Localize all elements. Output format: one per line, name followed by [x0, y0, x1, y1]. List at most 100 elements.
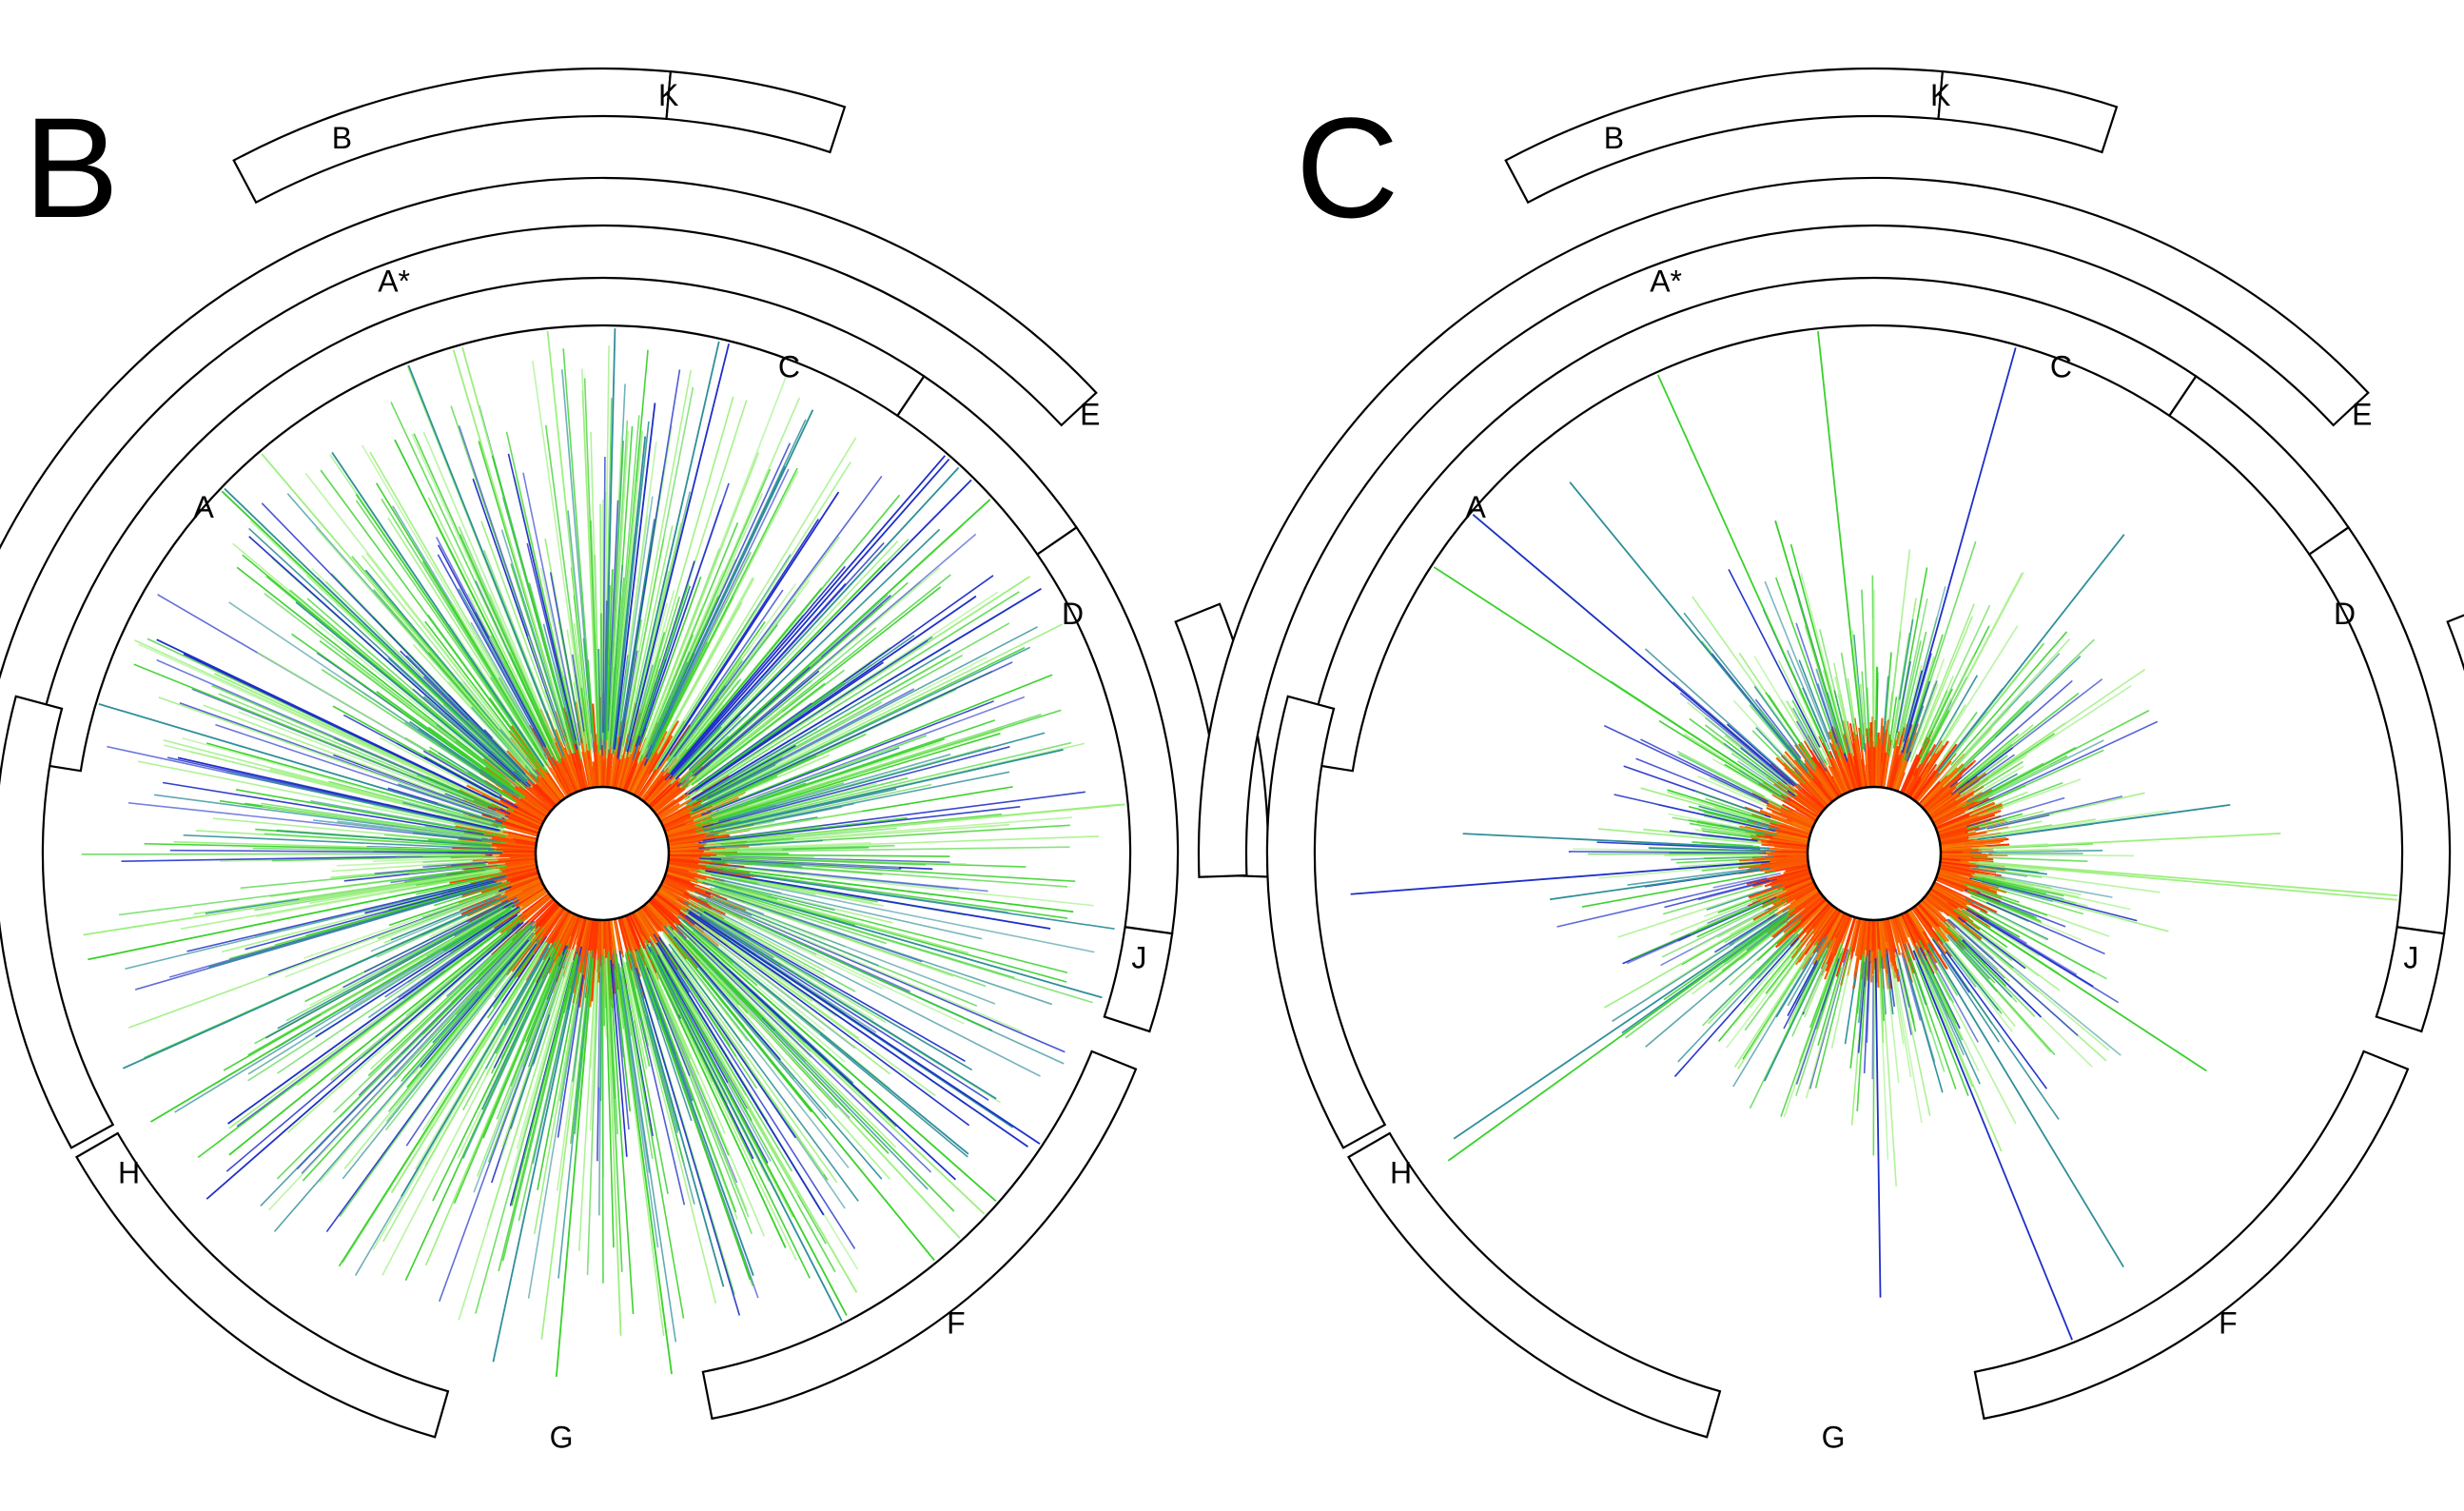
ray-mid	[604, 963, 615, 1248]
ray-mid	[620, 965, 685, 1319]
ray-mid	[1900, 967, 1915, 1024]
ray-core	[1804, 908, 1838, 955]
ray-mid	[319, 639, 515, 788]
ray-mid	[516, 947, 577, 1149]
ray-mid	[627, 951, 685, 1164]
ray-core	[1882, 919, 1888, 942]
segment-label-c: C	[778, 349, 800, 383]
ray-mid	[700, 871, 873, 904]
ray-mid	[627, 525, 674, 735]
segment-label-f: F	[947, 1306, 966, 1341]
ray-mid	[701, 701, 883, 801]
ray-mid	[609, 597, 622, 741]
ray-mid	[1939, 939, 1977, 988]
ray-mid	[423, 756, 518, 809]
ray-mid	[1712, 758, 1784, 801]
ray-core	[532, 785, 556, 809]
ray-mid	[699, 896, 989, 1030]
ray-core	[664, 822, 686, 833]
ray-mid	[1976, 892, 2066, 928]
ray-mid	[556, 666, 577, 745]
ray-mid	[507, 453, 577, 741]
segment-label-j: J	[2403, 941, 2418, 975]
ray-mid	[1568, 851, 1767, 854]
ray-mid	[1879, 975, 1885, 1033]
ray-mid	[471, 706, 522, 763]
ray-mid	[1947, 949, 2013, 1033]
ray-mid	[1697, 878, 1777, 901]
ray-mid	[1859, 683, 1867, 744]
ray-mid	[677, 541, 885, 770]
ray-long	[390, 941, 548, 1194]
ray-mid	[1800, 572, 1845, 736]
ray-mid	[1985, 901, 2105, 955]
ray-mid	[664, 689, 724, 768]
ray-mid	[693, 925, 826, 1031]
ray-mid	[380, 736, 500, 801]
ray-mid	[706, 623, 1064, 802]
ray-mid	[1711, 736, 1789, 792]
ray-mid	[1617, 890, 1760, 938]
ray-mid	[1973, 733, 2056, 788]
ray-mid	[701, 700, 994, 816]
ray-mid	[1956, 700, 2029, 773]
ray-long	[213, 673, 508, 811]
ray-core	[1764, 863, 1809, 874]
ray-mid	[532, 964, 578, 1164]
ray-mid	[1881, 968, 1897, 1187]
ray-mid	[1894, 971, 1923, 1124]
ray-mid	[629, 971, 647, 1036]
ray-mid	[707, 879, 1068, 973]
ray-mid	[717, 732, 1046, 823]
ray-core	[1812, 761, 1839, 799]
ray-mid	[409, 865, 508, 879]
ray-core	[495, 819, 539, 835]
ray-mid	[619, 967, 654, 1159]
ray-mid	[1918, 957, 2003, 1152]
ray-core	[1886, 731, 1901, 789]
ray-mid	[286, 934, 511, 1133]
ray-mid	[688, 528, 941, 771]
ray-core	[1882, 756, 1889, 788]
center-hub-b	[534, 785, 671, 922]
ray-core	[1763, 847, 1809, 852]
ray-mid	[1909, 603, 1975, 763]
ray-mid	[373, 589, 538, 779]
ray-mid	[1664, 879, 1770, 909]
ray-core	[653, 790, 681, 813]
ray-mid	[697, 862, 1094, 907]
ray-core	[1854, 918, 1864, 956]
ray-mid	[698, 806, 1021, 844]
ray-mid	[1874, 666, 1878, 743]
ray-long	[228, 918, 522, 1156]
ray-mid	[601, 955, 604, 1284]
ray-mid	[381, 498, 548, 765]
ray-mid	[650, 952, 729, 1106]
ray-mid	[1804, 625, 1842, 744]
ray-mid	[699, 924, 936, 1097]
ray-mid	[610, 959, 628, 1157]
ray-mid	[715, 860, 1068, 888]
ray-mid	[1701, 827, 1758, 838]
ray-long	[672, 466, 960, 777]
ray-core	[480, 873, 539, 894]
ray-mid	[717, 745, 895, 813]
ray-mid	[1981, 881, 2053, 903]
ray-mid	[698, 871, 759, 885]
ray-mid	[1753, 685, 1816, 772]
ray-mid	[1965, 773, 2018, 803]
ray-long	[261, 453, 536, 775]
segment-label-h: H	[118, 1156, 140, 1190]
ray-mid	[577, 970, 596, 1251]
ray-mid	[706, 877, 893, 924]
ray-mid	[710, 835, 1100, 851]
ray-mid	[475, 961, 574, 1314]
ray-core	[1938, 870, 1973, 881]
segment-k	[665, 69, 847, 154]
ray-mid	[503, 947, 550, 1026]
ray-mid	[458, 588, 556, 766]
ray-mid	[355, 500, 545, 771]
ray-mid	[1556, 877, 1768, 928]
ray-mid	[1965, 897, 2049, 941]
ray-core	[668, 853, 726, 857]
